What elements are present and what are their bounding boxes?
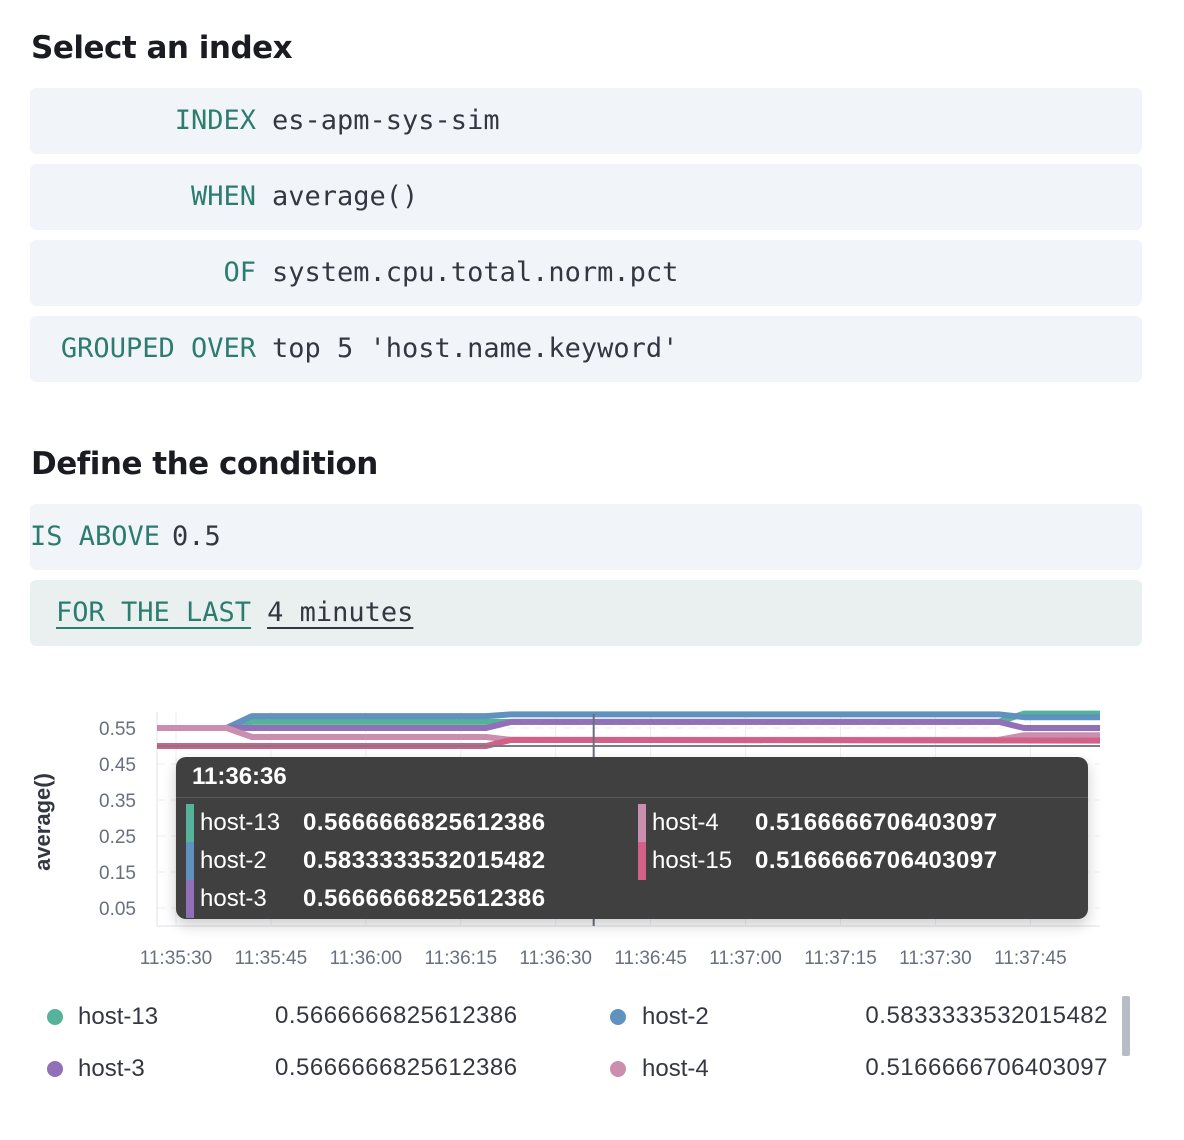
tooltip-series-value: 0.5166666706403097 [755, 847, 998, 874]
index-expression[interactable]: INDEX es-apm-sys-sim [30, 88, 1142, 154]
series-color-bar [638, 804, 646, 842]
x-tick-label: 11:37:30 [899, 948, 972, 969]
expression-value: system.cpu.total.norm.pct [272, 257, 679, 288]
expression-value: es-apm-sys-sim [272, 105, 500, 136]
x-tick-label: 11:36:45 [614, 948, 687, 969]
y-tick-label: 0.45 [99, 755, 136, 776]
legend-color-dot [47, 1061, 63, 1077]
expression-keyword: WHEN [190, 181, 256, 212]
y-tick-label: 0.15 [99, 863, 136, 884]
legend-series-value: 0.5833333532015482 [865, 1002, 1108, 1029]
expression-keyword: FOR THE LAST [56, 597, 252, 628]
legend-series-name: host-13 [78, 1003, 159, 1030]
x-tick-label: 11:36:30 [519, 948, 592, 969]
legend-series-name: host-2 [642, 1003, 709, 1030]
chart-tooltip: 11:36:36 host-13 0.5666666825612386 host-2… [176, 757, 1088, 919]
of-expression[interactable]: OF system.cpu.total.norm.pct [30, 240, 1142, 306]
expression-value: 0.5 [172, 521, 221, 552]
tooltip-series-name: host-13 [200, 809, 281, 836]
tooltip-row: host-15 0.5166666706403097 [638, 842, 1078, 880]
tooltip-series-value: 0.5833333532015482 [303, 847, 546, 874]
tooltip-series-value: 0.5666666825612386 [303, 809, 546, 836]
x-tick-label: 11:36:00 [330, 948, 403, 969]
select-index-heading: Select an index [31, 30, 293, 66]
tooltip-row: host-13 0.5666666825612386 [186, 804, 626, 842]
x-tick-label: 11:35:45 [235, 948, 308, 969]
series-color-bar [638, 842, 646, 880]
legend-series-value: 0.5666666825612386 [275, 1054, 518, 1081]
expression-value: average() [272, 181, 419, 212]
expression-value: 4 minutes [267, 597, 414, 628]
series-line-host-2 [157, 711, 1100, 731]
y-axis-label: average() [30, 773, 55, 871]
legend-color-dot [47, 1009, 63, 1025]
tooltip-row: host-3 0.5666666825612386 [186, 880, 626, 918]
tooltip-series-value: 0.5666666825612386 [303, 885, 546, 912]
define-condition-heading: Define the condition [31, 446, 378, 482]
series-color-bar [186, 804, 194, 842]
x-tick-label: 11:37:15 [804, 948, 877, 969]
x-tick-label: 11:37:45 [994, 948, 1067, 969]
group-by-expression[interactable]: GROUPED OVER top 5 'host.name.keyword' [30, 316, 1142, 382]
tooltip-row: host-2 0.5833333532015482 [186, 842, 626, 880]
series-line-host-15 [157, 736, 1101, 749]
series-line-host-4 [157, 725, 1100, 743]
y-tick-label: 0.35 [99, 791, 136, 812]
expression-keyword: OF [223, 257, 256, 288]
when-expression[interactable]: WHEN average() [30, 164, 1142, 230]
time-window-expression[interactable]: FOR THE LAST 4 minutes [30, 580, 1142, 646]
x-tick-label: 11:35:30 [140, 948, 213, 969]
legend-color-dot [610, 1061, 626, 1077]
threshold-expression[interactable]: IS ABOVE 0.5 [30, 504, 1142, 570]
tooltip-series-value: 0.5166666706403097 [755, 809, 998, 836]
y-tick-label: 0.25 [99, 827, 136, 848]
expression-keyword: IS ABOVE [30, 521, 161, 552]
x-tick-label: 11:36:15 [425, 948, 498, 969]
expression-value: top 5 'host.name.keyword' [272, 333, 679, 364]
series-line-host-13 [157, 710, 1100, 731]
expression-keyword: GROUPED OVER [60, 333, 256, 364]
tooltip-title: 11:36:36 [176, 757, 1088, 798]
legend-series-name: host-3 [78, 1055, 145, 1082]
legend-color-dot [610, 1009, 626, 1025]
legend-series-value: 0.5666666825612386 [275, 1002, 518, 1029]
y-tick-label: 0.55 [99, 719, 136, 740]
legend-scrollbar[interactable] [1122, 996, 1130, 1056]
tooltip-row: host-4 0.5166666706403097 [638, 804, 1078, 842]
legend-series-value: 0.5166666706403097 [865, 1054, 1108, 1081]
legend-series-name: host-4 [642, 1055, 709, 1082]
x-tick-label: 11:37:00 [709, 948, 782, 969]
series-color-bar [186, 880, 194, 918]
tooltip-series-name: host-2 [200, 847, 267, 874]
series-line-host-3 [157, 718, 1100, 731]
expression-keyword: INDEX [174, 105, 256, 136]
series-color-bar [186, 842, 194, 880]
tooltip-series-name: host-4 [652, 809, 719, 836]
y-tick-label: 0.05 [99, 899, 136, 920]
tooltip-series-name: host-3 [200, 885, 267, 912]
tooltip-series-name: host-15 [652, 847, 733, 874]
